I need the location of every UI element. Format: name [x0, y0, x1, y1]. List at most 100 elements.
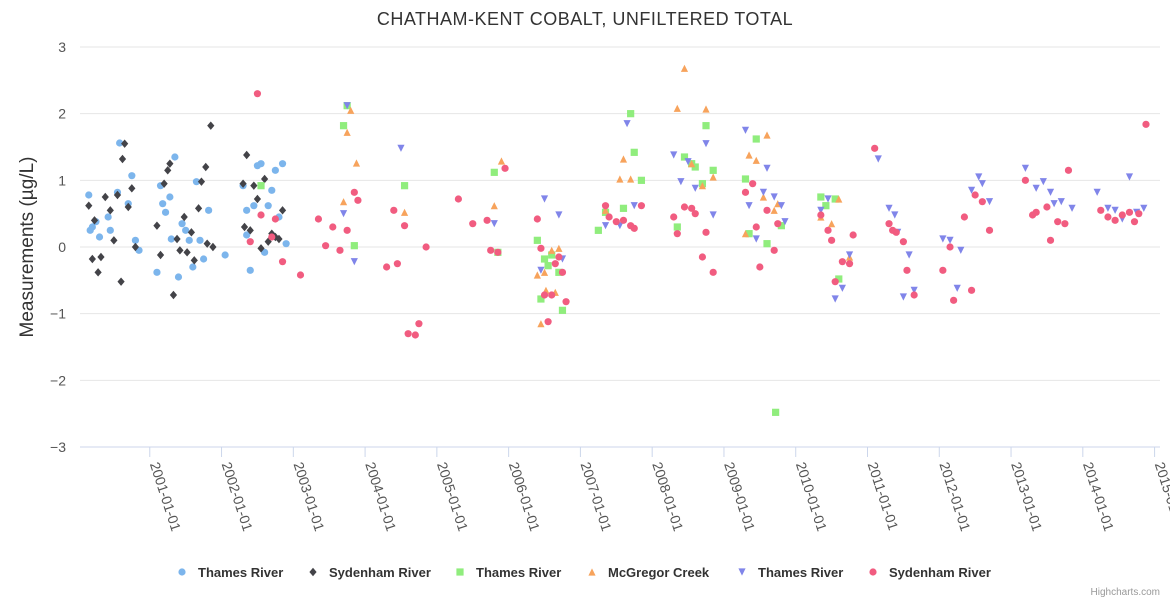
x-tick-label: 2015-01-01: [1152, 460, 1170, 533]
data-point: [691, 210, 699, 218]
data-point: [605, 213, 613, 221]
data-point: [537, 244, 545, 252]
legend-item[interactable]: Sydenham River: [869, 565, 991, 580]
credits-label[interactable]: Highcharts.com: [1091, 587, 1160, 598]
x-tick-label: 2009-01-01: [721, 460, 758, 533]
legend-item[interactable]: McGregor Creek: [588, 565, 710, 580]
data-point: [885, 220, 893, 228]
data-point: [354, 196, 362, 204]
data-point: [544, 262, 552, 270]
data-point: [601, 202, 610, 210]
data-point: [533, 271, 541, 279]
data-point: [817, 206, 825, 214]
data-point: [673, 104, 681, 112]
data-point: [777, 222, 785, 230]
data-point: [261, 174, 269, 184]
data-point: [187, 228, 196, 237]
data-point: [985, 226, 994, 234]
data-point: [339, 198, 348, 206]
data-point: [960, 213, 968, 221]
legend-item[interactable]: Sydenham River: [309, 565, 431, 580]
y-tick-label: −1: [50, 306, 66, 322]
legend-label: Thames River: [758, 565, 843, 580]
data-point: [838, 258, 846, 266]
data-point: [770, 206, 778, 214]
legend-marker-icon: [178, 568, 186, 576]
data-point: [400, 222, 409, 230]
legend-label: McGregor Creek: [608, 565, 710, 580]
legend-marker-icon: [309, 567, 317, 577]
data-point: [128, 184, 136, 193]
data-point: [171, 153, 179, 161]
data-points: [85, 64, 1150, 416]
data-point: [116, 139, 124, 147]
series-3: [257, 102, 843, 416]
y-tick-label: −3: [50, 439, 66, 455]
data-point: [101, 192, 109, 202]
data-point: [185, 236, 193, 244]
series-5: [339, 102, 1148, 303]
data-point: [246, 226, 254, 235]
data-point: [849, 231, 857, 239]
data-point: [619, 155, 628, 163]
data-point: [278, 160, 287, 168]
data-point: [601, 206, 610, 214]
data-point: [469, 220, 477, 228]
data-point: [350, 188, 358, 196]
data-point: [275, 234, 283, 244]
data-point: [630, 202, 638, 210]
legend-item[interactable]: Thames River: [178, 565, 283, 580]
data-point: [627, 175, 635, 183]
legend-marker-icon: [869, 568, 877, 576]
data-point: [899, 238, 907, 246]
data-point: [1054, 218, 1062, 226]
series-2: [85, 121, 287, 300]
data-point: [1046, 188, 1055, 196]
data-point: [619, 216, 628, 224]
data-point: [975, 173, 983, 181]
data-point: [1104, 204, 1112, 212]
data-point: [688, 160, 696, 168]
data-point: [160, 179, 168, 188]
data-point: [422, 243, 430, 251]
data-point: [404, 330, 412, 338]
data-point: [835, 275, 843, 283]
legend-item[interactable]: Thames River: [738, 565, 843, 580]
data-point: [871, 144, 879, 152]
data-point: [131, 242, 140, 252]
data-point: [174, 273, 183, 281]
data-point: [383, 263, 391, 271]
data-point: [680, 153, 689, 161]
data-point: [741, 175, 750, 183]
data-point: [167, 235, 175, 243]
x-tick-label: 2008-01-01: [649, 460, 686, 533]
data-point: [343, 102, 351, 110]
data-point: [1046, 236, 1055, 244]
data-point: [772, 408, 780, 416]
data-point: [189, 263, 197, 271]
data-point: [1097, 206, 1105, 214]
data-point: [194, 204, 203, 213]
data-point: [94, 268, 102, 277]
data-point: [164, 166, 172, 175]
chart-title: CHATHAM-KENT COBALT, UNFILTERED TOTAL: [377, 9, 793, 29]
y-tick-label: 0: [58, 239, 66, 255]
data-point: [892, 228, 900, 236]
data-point: [822, 202, 830, 210]
data-point: [253, 194, 262, 204]
data-point: [540, 255, 549, 263]
data-point: [680, 203, 689, 211]
data-point: [670, 151, 678, 159]
legend-item[interactable]: Thames River: [456, 565, 561, 580]
x-tick-label: 2006-01-01: [506, 460, 543, 533]
data-point: [411, 331, 419, 339]
data-point: [173, 234, 181, 244]
data-point: [166, 159, 174, 168]
x-tick-label: 2007-01-01: [578, 460, 615, 533]
data-point: [390, 206, 398, 214]
data-point: [268, 186, 276, 194]
data-point: [763, 206, 771, 214]
data-point: [537, 320, 545, 328]
data-point: [540, 291, 549, 299]
data-point: [246, 266, 254, 274]
